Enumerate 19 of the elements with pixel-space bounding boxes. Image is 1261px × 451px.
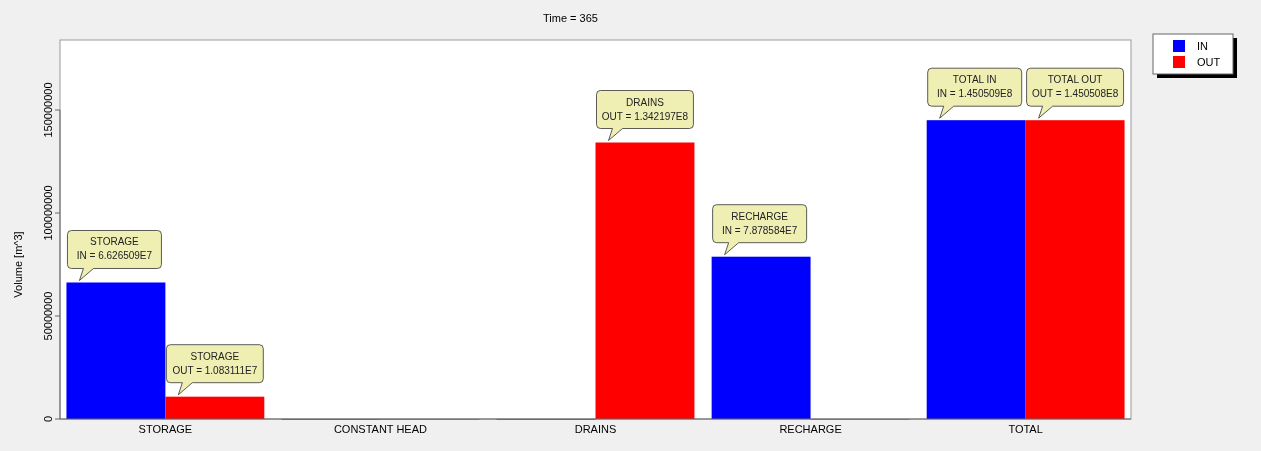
y-axis-title: Volume [m^3] bbox=[12, 231, 24, 298]
chart-title: Time = 365 bbox=[543, 12, 598, 24]
data-label: STORAGE IN = 6.626509E7 bbox=[76, 236, 153, 262]
y-tick-label: 0 bbox=[42, 415, 54, 423]
data-label: DRAINS OUT = 1.342197E8 bbox=[601, 96, 689, 122]
x-tick-label: DRAINS bbox=[574, 423, 617, 435]
y-tick-label: 150000000 bbox=[42, 82, 54, 138]
data-label: STORAGE OUT = 1.083111E7 bbox=[172, 350, 258, 376]
x-tick-label: RECHARGE bbox=[779, 423, 842, 435]
x-tick-label: TOTAL bbox=[1008, 423, 1043, 435]
x-tick-label: STORAGE bbox=[138, 423, 193, 435]
y-tick-label: 50000000 bbox=[42, 291, 54, 341]
x-tick-label: CONSTANT HEAD bbox=[333, 423, 428, 435]
legend-label: IN bbox=[1197, 40, 1209, 52]
legend-label: OUT bbox=[1197, 56, 1221, 68]
data-label: TOTAL IN IN = 1.450509E8 bbox=[937, 74, 1013, 100]
y-tick-label: 100000000 bbox=[42, 185, 54, 241]
data-label: RECHARGE IN = 7.878584E7 bbox=[721, 210, 798, 236]
data-label: TOTAL OUT OUT = 1.450508E8 bbox=[1031, 74, 1119, 100]
